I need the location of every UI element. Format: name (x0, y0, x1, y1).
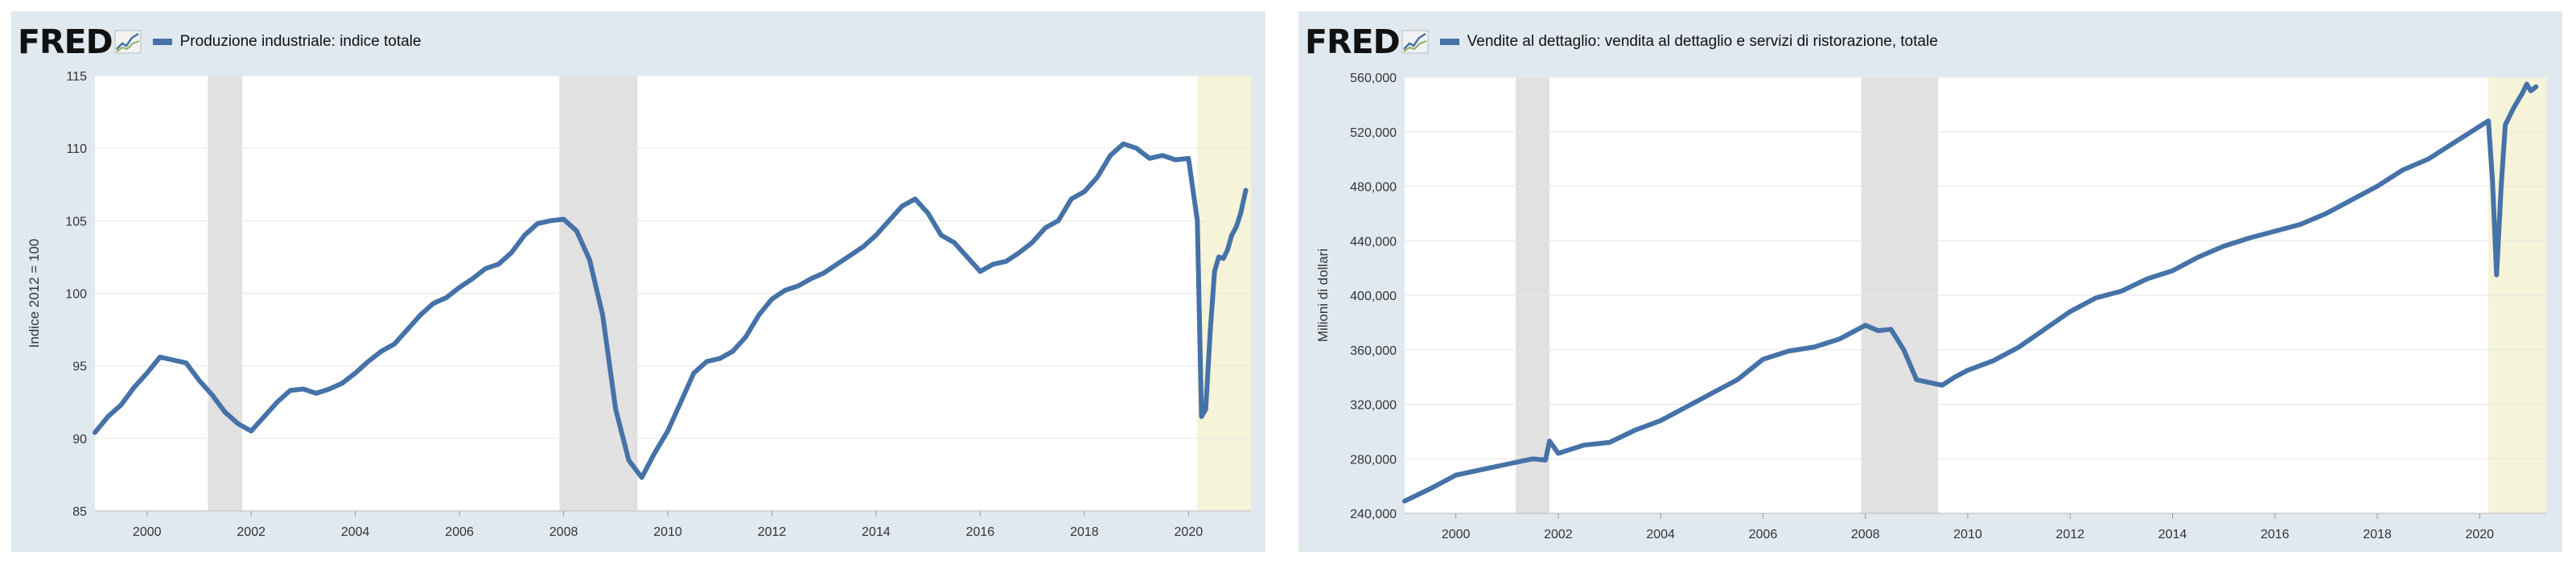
chart-panel-industrial-production: 85 90 95 100 105 110 115 2000 2002 2004 2006 2008 20… (11, 11, 1265, 552)
y-tick-label: 85 (72, 505, 87, 519)
x-tick-label: 2012 (2055, 528, 2084, 541)
x-tick-label: 2018 (2363, 528, 2392, 541)
series-line (93, 141, 1249, 480)
y-tick-label: 95 (72, 360, 87, 374)
x-tick-label: 2020 (2465, 528, 2494, 541)
y-tick-label: 100 (65, 288, 87, 302)
y-tick-label: 520,000 (1350, 126, 1397, 140)
fred-logo[interactable]: FRED (1305, 22, 1401, 61)
x-tick-label: 2004 (341, 525, 370, 539)
y-axis-label: Milioni di dollari (1315, 249, 1331, 342)
x-tick-label: 2006 (445, 525, 474, 539)
legend-swatch (1439, 39, 1459, 45)
x-tick-label: 2010 (653, 525, 682, 539)
x-tick-label: 2008 (1851, 528, 1880, 541)
x-tick-label: 2008 (549, 525, 578, 539)
y-tick-label: 320,000 (1350, 399, 1397, 413)
x-tick-label: 2016 (966, 525, 995, 539)
x-tick-label: 2012 (758, 525, 787, 539)
x-tick-label: 2006 (1749, 528, 1778, 541)
legend-label: Vendite al dettaglio: vendita al dettagl… (1467, 33, 1938, 50)
y-tick-label: 280,000 (1350, 453, 1397, 467)
chart-panel-retail-sales: 240,000 280,000 320,000 360,000 400,000 440,0… (1298, 11, 2562, 552)
x-tick-label: 2000 (1442, 528, 1471, 541)
chart-retail-sales: 240,000 280,000 320,000 360,000 400,000 440,0… (1315, 72, 2546, 541)
line-chart-icon (1401, 30, 1429, 54)
y-tick-label: 400,000 (1350, 290, 1397, 303)
x-tick-label: 2002 (1544, 528, 1573, 541)
x-tick-label: 2004 (1646, 528, 1675, 541)
y-tick-label: 560,000 (1350, 72, 1397, 85)
y-tick-label: 115 (66, 70, 87, 84)
chart-industrial-production: 85 90 95 100 105 110 115 2000 2002 2004 2006 2008 20… (27, 70, 1251, 539)
x-tick-label: 2010 (1953, 528, 1982, 541)
line-chart-icon (114, 30, 142, 54)
x-tick-label: 2000 (133, 525, 162, 539)
y-tick-label: 90 (72, 433, 87, 447)
legend-swatch (152, 39, 172, 45)
y-tick-label: 480,000 (1350, 181, 1397, 195)
x-tick-label: 2014 (2158, 528, 2187, 541)
x-tick-label: 2020 (1175, 525, 1204, 539)
x-tick-label: 2014 (862, 525, 891, 539)
y-tick-label: 240,000 (1350, 508, 1397, 521)
chart-header: FRED Produzione industriale: indice tota… (18, 19, 422, 64)
legend-label: Produzione industriale: indice totale (179, 33, 422, 50)
y-axis-label: Indice 2012 = 100 (27, 239, 42, 348)
x-tick-label: 2016 (2261, 528, 2290, 541)
chart-header: FRED Vendite al dettaglio: vendita al de… (1305, 19, 1938, 64)
y-tick-label: 360,000 (1350, 344, 1397, 358)
y-tick-label: 440,000 (1350, 235, 1397, 249)
fred-logo[interactable]: FRED (18, 22, 113, 61)
x-tick-label: 2018 (1070, 525, 1099, 539)
y-tick-label: 105 (65, 215, 87, 228)
series-line (1402, 81, 2539, 504)
x-tick-label: 2002 (237, 525, 265, 539)
y-tick-label: 110 (66, 142, 87, 156)
